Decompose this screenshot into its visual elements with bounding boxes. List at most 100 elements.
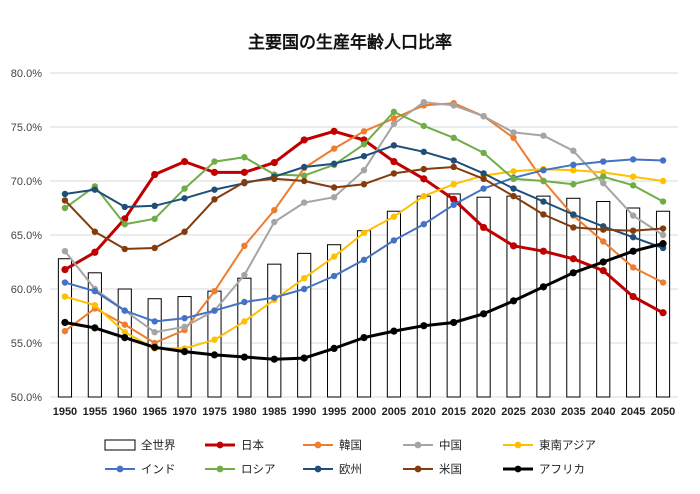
series-point bbox=[390, 108, 398, 116]
chart-title: 主要国の生産年齢人口比率 bbox=[248, 33, 452, 53]
series-point bbox=[91, 186, 99, 193]
series-point bbox=[420, 122, 428, 130]
series-point bbox=[540, 167, 547, 174]
series-point bbox=[300, 177, 308, 185]
series-point bbox=[330, 253, 338, 260]
series-point bbox=[510, 175, 517, 183]
series-point bbox=[510, 168, 517, 175]
series-point bbox=[241, 154, 248, 161]
x-tick-label: 1965 bbox=[142, 406, 166, 418]
series-point bbox=[600, 158, 607, 165]
x-tick-label: 1970 bbox=[172, 406, 196, 418]
series-point bbox=[61, 190, 69, 198]
x-tick-label: 1950 bbox=[53, 406, 77, 418]
series-point bbox=[270, 159, 278, 167]
series-point bbox=[270, 355, 278, 363]
bar bbox=[626, 207, 641, 398]
series-point bbox=[480, 223, 488, 232]
series-point bbox=[540, 132, 547, 139]
series-point bbox=[450, 201, 457, 208]
series-point bbox=[480, 170, 487, 177]
series-point bbox=[659, 198, 667, 205]
series-point bbox=[629, 264, 637, 271]
series-point bbox=[600, 226, 607, 233]
series-point bbox=[300, 199, 308, 206]
series-point bbox=[121, 321, 128, 328]
legend-label: アフリカ bbox=[539, 462, 585, 476]
series-point bbox=[360, 128, 368, 135]
series-point bbox=[330, 272, 338, 280]
series-point bbox=[241, 178, 248, 186]
series-point bbox=[570, 161, 577, 168]
series-point bbox=[121, 329, 128, 336]
legend-swatch-marker bbox=[514, 441, 522, 449]
series-point bbox=[121, 334, 129, 342]
y-tick-label: 70.0% bbox=[11, 176, 42, 188]
bar bbox=[267, 263, 282, 398]
series-point bbox=[390, 170, 398, 177]
series-point bbox=[360, 152, 368, 160]
series-point bbox=[330, 127, 338, 135]
legend-swatch-marker bbox=[414, 441, 422, 449]
series-point bbox=[300, 354, 308, 362]
series-point bbox=[629, 182, 637, 189]
series-point bbox=[659, 309, 667, 317]
bar bbox=[506, 195, 521, 398]
series-point bbox=[121, 203, 128, 211]
series-point bbox=[599, 267, 607, 275]
series-point bbox=[61, 248, 69, 255]
series-point bbox=[91, 287, 99, 295]
series-point bbox=[420, 322, 428, 330]
series-point bbox=[211, 158, 218, 165]
bar bbox=[446, 193, 461, 398]
series-point bbox=[480, 149, 487, 157]
series-point bbox=[600, 238, 607, 245]
series-point bbox=[450, 157, 457, 164]
series-point bbox=[91, 324, 99, 332]
series-point bbox=[509, 242, 518, 250]
series-point bbox=[390, 237, 398, 244]
series-point bbox=[360, 334, 368, 342]
series-point bbox=[420, 192, 428, 200]
bar bbox=[386, 210, 401, 398]
legend-label: 東南アジア bbox=[539, 438, 596, 452]
series-point bbox=[480, 185, 487, 192]
bar bbox=[327, 244, 342, 398]
series-point bbox=[570, 211, 577, 218]
series-point bbox=[540, 198, 547, 205]
series-point bbox=[360, 167, 368, 174]
series-point bbox=[91, 228, 99, 235]
bar bbox=[207, 290, 222, 398]
bar bbox=[57, 258, 73, 398]
legend-label: 中国 bbox=[439, 438, 462, 452]
legend-swatch-marker bbox=[514, 465, 522, 473]
series-point bbox=[390, 120, 398, 127]
series-point bbox=[600, 173, 607, 180]
series-point bbox=[210, 168, 219, 176]
series-point bbox=[241, 318, 248, 325]
series-point bbox=[450, 102, 457, 109]
legend-label: 米国 bbox=[439, 462, 462, 476]
x-tick-label: 2045 bbox=[621, 406, 645, 418]
series-point bbox=[629, 292, 637, 301]
series-point bbox=[510, 192, 517, 200]
series-point bbox=[181, 323, 188, 330]
series-point bbox=[629, 233, 637, 241]
series-point bbox=[211, 287, 218, 295]
series-point bbox=[300, 172, 308, 179]
legend-swatch bbox=[104, 439, 136, 451]
series-point bbox=[330, 184, 338, 191]
x-tick-label: 2020 bbox=[471, 406, 495, 418]
y-tick-label: 55.0% bbox=[11, 338, 42, 350]
series-point bbox=[659, 225, 667, 232]
series-point bbox=[510, 185, 517, 192]
series-point bbox=[211, 186, 218, 193]
series-point bbox=[510, 129, 517, 136]
series-point bbox=[450, 318, 458, 327]
series-point bbox=[659, 240, 667, 248]
x-tick-label: 2010 bbox=[412, 406, 436, 418]
series-point bbox=[271, 294, 278, 301]
series-point bbox=[390, 327, 398, 335]
series-point bbox=[480, 113, 487, 120]
series-point bbox=[300, 136, 308, 144]
